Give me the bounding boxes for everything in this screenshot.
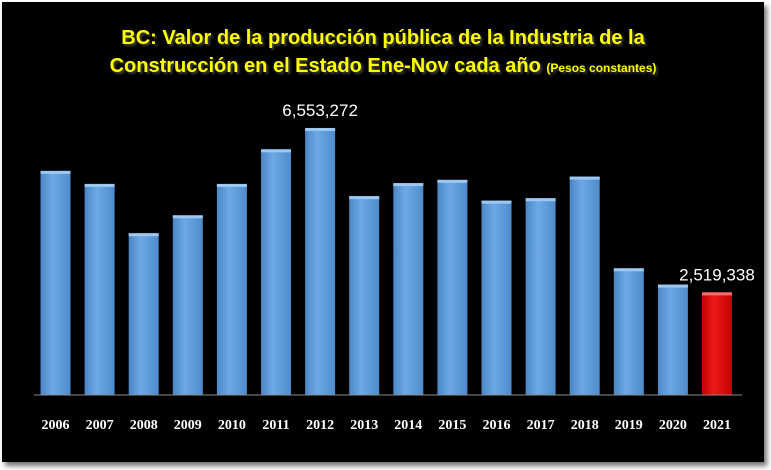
x-tick-2007: 2007 xyxy=(86,418,114,433)
chart-title: BC: Valor de la producción pública de la… xyxy=(2,24,764,82)
bar-top-highlight-2007 xyxy=(84,183,115,187)
x-tick-2019: 2019 xyxy=(615,418,643,433)
x-tick-2010: 2010 xyxy=(218,418,246,433)
bar-top-highlight-2019 xyxy=(613,268,644,272)
bar-2007 xyxy=(84,183,115,395)
bar-2008 xyxy=(128,233,159,395)
bar-top-highlight-2020 xyxy=(657,284,688,288)
bar-top-highlight-2018 xyxy=(569,176,600,180)
bar-top-highlight-2012 xyxy=(305,127,336,131)
chart-title-line2: Construcción en el Estado Ene-Nov cada a… xyxy=(2,52,764,82)
x-tick-2015: 2015 xyxy=(438,418,466,433)
x-tick-2011: 2011 xyxy=(262,418,289,433)
x-tick-2018: 2018 xyxy=(571,418,599,433)
bar-2009 xyxy=(172,215,203,395)
bar-2017 xyxy=(525,198,556,395)
bar-chart: 2006 2007 2008 2009 2010 2011 2012 2013 2014 2015… xyxy=(34,101,755,433)
bar-top-highlight-2016 xyxy=(481,200,512,204)
bar-2012 xyxy=(305,127,336,396)
x-tick-2017: 2017 xyxy=(527,418,555,433)
x-tick-2008: 2008 xyxy=(130,418,158,433)
bars-group xyxy=(40,127,732,396)
chart-title-line2-text: Construcción en el Estado Ene-Nov cada a… xyxy=(109,55,541,77)
bar-2020 xyxy=(657,284,688,395)
bar-top-highlight-2017 xyxy=(525,198,556,202)
x-tick-2021: 2021 xyxy=(703,418,731,433)
data-labels: 6,553,272 2,519,338 xyxy=(282,101,755,284)
bar-2015 xyxy=(437,179,468,395)
bar-top-highlight-2013 xyxy=(349,196,380,200)
x-tick-labels: 2006 2007 2008 2009 2010 2011 2012 2013 2014 2015… xyxy=(42,418,732,433)
bar-top-highlight-2009 xyxy=(172,215,203,219)
bar-top-highlight-2011 xyxy=(261,149,291,153)
bar-2014 xyxy=(393,183,424,395)
x-tick-2020: 2020 xyxy=(659,418,687,433)
bar-top-highlight-2008 xyxy=(128,233,159,237)
data-label-2012: 6,553,272 xyxy=(282,101,358,120)
chart-subtitle: (Pesos constantes) xyxy=(546,61,657,75)
x-tick-2013: 2013 xyxy=(350,418,378,433)
bar-2011 xyxy=(261,149,291,395)
chart-frame: BC: Valor de la producción pública de la… xyxy=(2,2,764,462)
bar-2016 xyxy=(481,200,512,395)
x-tick-2006: 2006 xyxy=(42,418,70,433)
bar-top-highlight-2015 xyxy=(437,179,468,183)
bar-2018 xyxy=(569,176,600,395)
bar-2019 xyxy=(613,268,644,395)
chart-title-line1: BC: Valor de la producción pública de la… xyxy=(121,27,645,49)
x-tick-2016: 2016 xyxy=(483,418,511,433)
bar-top-highlight-2014 xyxy=(393,183,424,187)
x-tick-2009: 2009 xyxy=(174,418,202,433)
bar-top-highlight-2010 xyxy=(216,183,247,187)
bar-top-highlight-2006 xyxy=(40,170,71,174)
bar-top-highlight-2021 xyxy=(702,292,732,296)
bar-2021 xyxy=(702,292,732,395)
x-tick-2012: 2012 xyxy=(306,418,334,433)
bar-2010 xyxy=(216,183,247,395)
bar-2006 xyxy=(40,170,71,395)
bar-2013 xyxy=(349,196,380,395)
x-tick-2014: 2014 xyxy=(394,418,422,433)
data-label-2021: 2,519,338 xyxy=(679,265,755,284)
